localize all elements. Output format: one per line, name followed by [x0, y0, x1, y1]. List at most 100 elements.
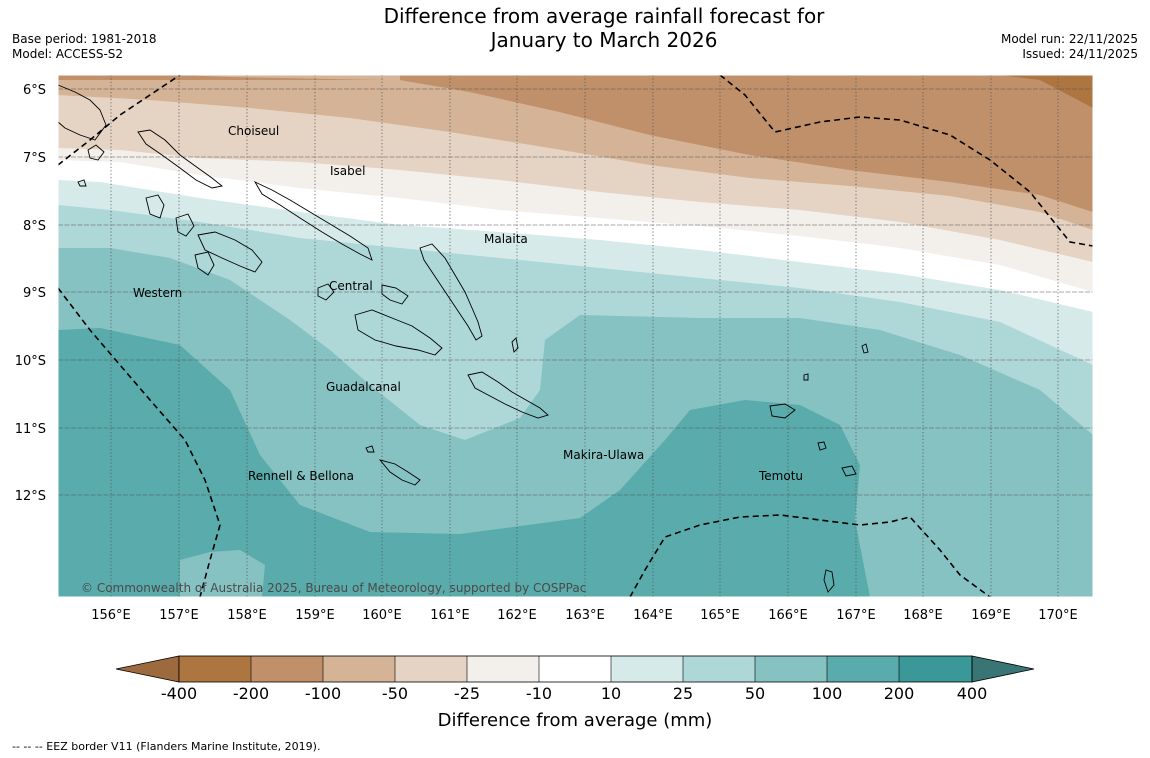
small-island-west — [77, 179, 87, 187]
latitude-lines — [58, 88, 1093, 496]
province-label-makira-ulawa: Makira-Ulawa — [563, 448, 644, 462]
colorbar-ticks: -400 -200 -100 -50 -25 -10 10 25 50 100 … — [161, 684, 987, 703]
rennell-island — [378, 459, 421, 486]
map-frame — [57, 74, 1094, 598]
colorbar-tick-label: 100 — [812, 684, 843, 703]
lon-label: 169°E — [971, 608, 1011, 623]
utupua-island — [841, 465, 857, 477]
lon-label: 156°E — [91, 608, 131, 623]
colorbar-tick-label: -100 — [305, 684, 341, 703]
colorbar-bin — [395, 656, 467, 682]
longitude-axis: 156°E 157°E 158°E 159°E 160°E 161°E 162°… — [91, 608, 1078, 623]
colorbar-tick-label: -25 — [454, 684, 480, 703]
lat-label: 11°S — [15, 422, 46, 437]
base-period: Base period: 1981-2018 — [12, 32, 157, 46]
lat-label: 10°S — [15, 354, 46, 369]
colorbar-bin — [539, 656, 611, 682]
santa-isabel-island — [253, 180, 373, 261]
colorbar-outline — [178, 655, 973, 683]
province-label-rennell-bellona: Rennell & Bellona — [248, 469, 354, 483]
colorbar-bin — [683, 656, 755, 682]
colorbar-bin — [467, 656, 539, 682]
latitude-axis: 6°S 7°S 8°S 9°S 10°S 11°S 12°S — [15, 83, 46, 504]
province-label-malaita: Malaita — [484, 232, 528, 246]
colorbar-tick-label: 200 — [884, 684, 915, 703]
lat-label: 6°S — [23, 83, 46, 98]
model-run: Model run: 22/11/2025 — [1000, 32, 1138, 46]
band-minus-200-400 — [1000, 75, 1093, 108]
map-title: Difference from average rainfall forecas… — [300, 4, 908, 52]
colorbar-bin — [755, 656, 827, 682]
lon-label: 160°E — [362, 608, 402, 623]
colorbar-tick-label: -50 — [382, 684, 408, 703]
islands — [57, 84, 869, 593]
vella-lavella-island — [145, 194, 165, 219]
lon-label: 164°E — [633, 608, 673, 623]
lon-label: 158°E — [227, 608, 267, 623]
new-georgia-island — [197, 231, 263, 273]
colorbar-dividers — [250, 656, 900, 682]
contour-fill — [58, 75, 1093, 597]
lon-label: 165°E — [700, 608, 740, 623]
province-label-guadalcanal: Guadalcanal — [326, 380, 401, 394]
bougainville-coast — [57, 84, 107, 141]
lat-label: 7°S — [23, 151, 46, 166]
province-label-choiseul: Choiseul — [228, 124, 279, 138]
colorbar-extend-high — [971, 655, 1035, 683]
lat-label: 12°S — [15, 489, 46, 504]
guadalcanal-island — [354, 309, 443, 356]
colorbar-tick-label: -200 — [233, 684, 269, 703]
province-labels: Choiseul Isabel Malaita Western Central … — [133, 124, 803, 483]
colorbar-tick-label: 400 — [957, 684, 988, 703]
lon-label: 167°E — [836, 608, 876, 623]
lat-label: 8°S — [23, 219, 46, 234]
lon-label: 161°E — [430, 608, 470, 623]
colorbar-tick-label: -10 — [526, 684, 552, 703]
province-label-isabel: Isabel — [330, 164, 365, 178]
vanikoro-island — [817, 441, 827, 451]
forecast-map: 6°S 7°S 8°S 9°S 10°S 11°S 12°S 156°E 157… — [15, 74, 1094, 731]
colorbar-tick-label: -400 — [161, 684, 197, 703]
colorbar-bin — [179, 656, 251, 682]
rendova-island — [194, 251, 215, 276]
colorbar-tick-label: 25 — [673, 684, 693, 703]
ulawa-island — [511, 337, 519, 353]
colorbar-extend-low — [115, 655, 180, 683]
colorbar-bin — [323, 656, 395, 682]
colorbar-title: Difference from average (mm) — [438, 710, 713, 731]
shortland-island — [87, 144, 105, 161]
colorbar-bin — [611, 656, 683, 682]
lon-label: 163°E — [565, 608, 605, 623]
model-info: Base period: 1981-2018 Model: ACCESS-S2 — [12, 32, 157, 62]
province-label-western: Western — [133, 286, 182, 300]
lon-label: 157°E — [159, 608, 199, 623]
malaita-island — [419, 243, 483, 341]
colorbar-bin — [251, 656, 323, 682]
nendo-island — [769, 403, 796, 419]
lon-label: 168°E — [903, 608, 943, 623]
lon-label: 159°E — [295, 608, 335, 623]
lat-label: 9°S — [23, 286, 46, 301]
colorbar-bin — [899, 656, 972, 682]
colorbar-bin — [827, 656, 899, 682]
eez-footnote: -- -- -- EEZ border V11 (Flanders Marine… — [12, 740, 321, 753]
band-minus-100-200-b — [400, 75, 1093, 212]
colorbar-tick-label: 50 — [745, 684, 765, 703]
lon-label: 166°E — [768, 608, 808, 623]
province-label-temotu: Temotu — [758, 469, 803, 483]
florida-islands — [381, 284, 409, 305]
copyright-notice: © Commonwealth of Australia 2025, Bureau… — [81, 581, 586, 595]
issued-date: Issued: 24/11/2025 — [1022, 47, 1138, 61]
russell-islands — [317, 283, 335, 301]
kolombangara-island — [175, 213, 195, 237]
title-line-2: January to March 2026 — [490, 28, 718, 52]
band-patch-south — [180, 550, 265, 597]
anuta-island — [823, 569, 835, 593]
province-label-central: Central — [329, 279, 373, 293]
bellona-island — [365, 445, 375, 453]
eez-border — [58, 75, 1093, 597]
colorbar-tick-label: 10 — [601, 684, 621, 703]
model-name: Model: ACCESS-S2 — [12, 47, 124, 61]
tikopia-island — [861, 343, 869, 354]
title-line-1: Difference from average rainfall forecas… — [383, 4, 825, 28]
